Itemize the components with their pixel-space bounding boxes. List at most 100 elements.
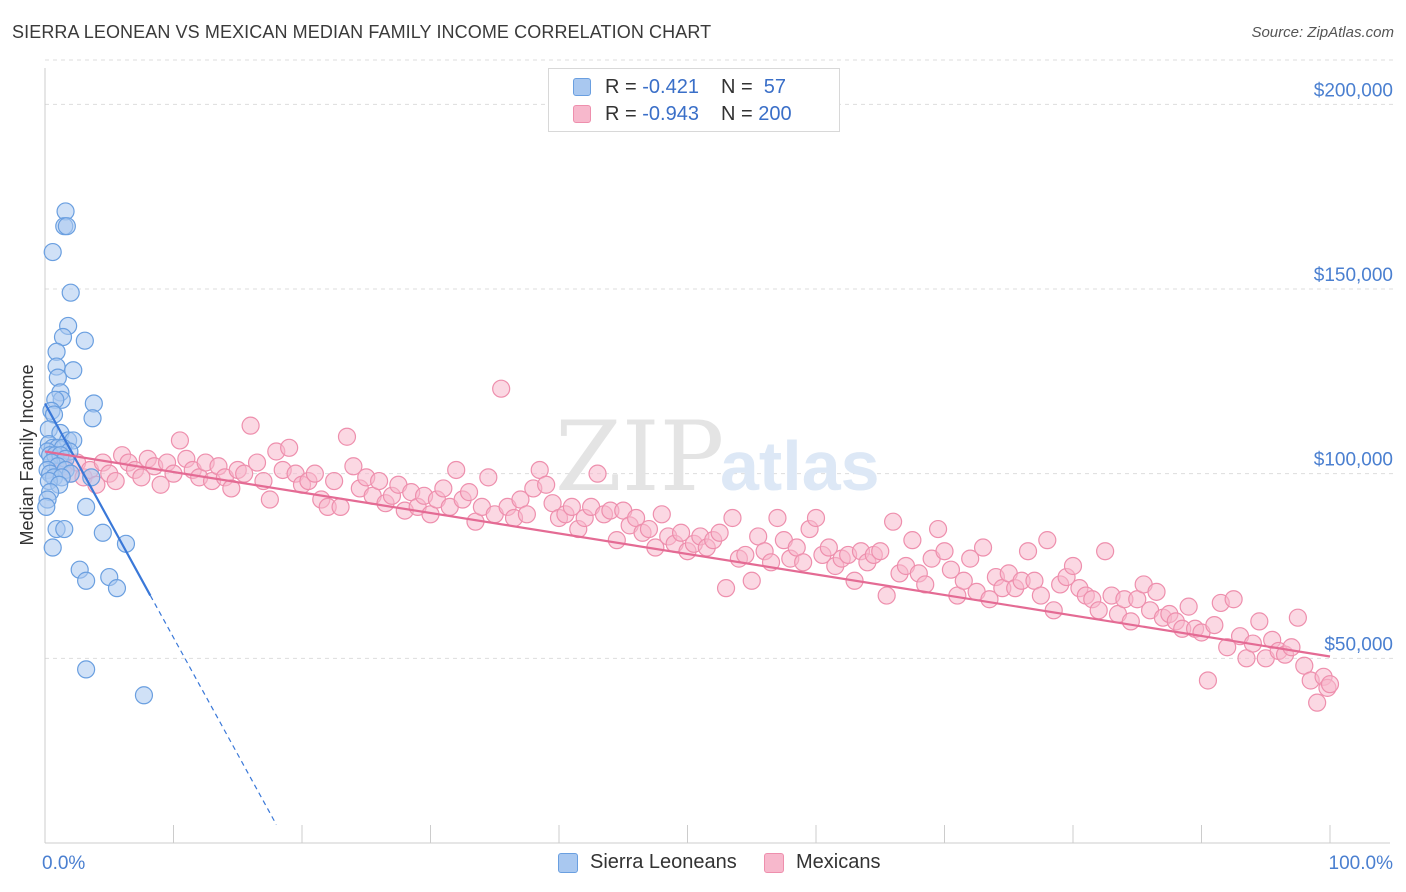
data-point bbox=[973, 538, 993, 557]
data-point bbox=[1250, 612, 1269, 631]
data-point bbox=[134, 686, 154, 705]
data-point bbox=[43, 242, 62, 262]
legend-n-label: N = bbox=[720, 75, 759, 98]
data-point bbox=[1089, 601, 1108, 620]
legend-r-label: R = bbox=[605, 102, 643, 125]
trend-lines bbox=[44, 402, 1331, 825]
data-point bbox=[639, 519, 659, 539]
watermark-zip: ZIP bbox=[555, 401, 724, 513]
legend-swatch-blue bbox=[573, 78, 591, 96]
data-point bbox=[107, 579, 127, 598]
data-point bbox=[723, 508, 742, 528]
legend-swatch-pink bbox=[573, 105, 591, 123]
data-point bbox=[716, 579, 736, 598]
data-point bbox=[331, 497, 350, 517]
axes bbox=[44, 68, 1390, 844]
grid-lines bbox=[45, 59, 1395, 659]
data-point bbox=[877, 586, 896, 605]
data-point bbox=[871, 542, 890, 561]
legend-swatch-pink bbox=[764, 852, 784, 873]
watermark-atlas: atlas bbox=[720, 427, 880, 505]
data-point bbox=[736, 545, 755, 565]
data-point bbox=[61, 283, 80, 302]
data-point bbox=[77, 660, 96, 679]
data-point bbox=[710, 523, 729, 542]
source-label: Source: ZipAtlas.com bbox=[1251, 24, 1394, 41]
data-point bbox=[1198, 671, 1218, 690]
data-point bbox=[1205, 615, 1224, 635]
legend-n-value: 200 bbox=[758, 102, 792, 125]
data-point bbox=[928, 519, 948, 539]
data-point bbox=[241, 416, 260, 435]
data-point bbox=[819, 538, 838, 557]
data-point bbox=[447, 460, 466, 480]
y-tick-label: $100,000 bbox=[1314, 450, 1393, 471]
chart-title: SIERRA LEONEAN VS MEXICAN MEDIAN FAMILY … bbox=[12, 22, 712, 42]
data-point bbox=[652, 505, 671, 524]
data-point bbox=[492, 379, 511, 398]
bottom-legend-mexicans: Mexicans bbox=[764, 851, 880, 874]
data-point bbox=[77, 571, 96, 590]
legend-r-value: -0.943 bbox=[642, 102, 699, 125]
data-point bbox=[57, 217, 76, 236]
data-point bbox=[83, 409, 102, 428]
data-point bbox=[247, 453, 267, 472]
data-point bbox=[479, 468, 498, 487]
y-tick-labels: $50,000 $100,000 $150,000 $200,000 bbox=[1314, 80, 1393, 655]
data-point bbox=[742, 571, 761, 590]
y-axis-label: Median Family Income bbox=[17, 364, 37, 545]
data-point bbox=[768, 508, 787, 528]
data-point bbox=[794, 553, 813, 572]
data-point bbox=[1063, 556, 1083, 576]
x-tick-label: 100.0% bbox=[1329, 853, 1394, 874]
data-point bbox=[1224, 590, 1243, 609]
data-point bbox=[305, 464, 324, 483]
data-point bbox=[806, 508, 826, 528]
data-point bbox=[954, 571, 973, 590]
data-point bbox=[1288, 608, 1307, 627]
watermark: ZIP atlas bbox=[555, 401, 880, 513]
data-point bbox=[325, 471, 344, 491]
data-point bbox=[1031, 586, 1050, 605]
data-point bbox=[1121, 612, 1140, 631]
data-point bbox=[77, 497, 96, 517]
data-point bbox=[903, 531, 922, 550]
legend-n-label: N = bbox=[720, 102, 759, 125]
bottom-legend-sierra-leoneans: Sierra Leoneans bbox=[558, 851, 737, 874]
data-point bbox=[434, 479, 453, 498]
data-point bbox=[1038, 531, 1057, 550]
data-point bbox=[344, 457, 363, 476]
data-point bbox=[961, 549, 980, 568]
legend-r-label: R = bbox=[605, 75, 643, 98]
data-point bbox=[170, 431, 190, 450]
data-point bbox=[671, 523, 691, 542]
data-point bbox=[537, 475, 556, 494]
data-point bbox=[93, 523, 112, 542]
legend-r-value: -0.421 bbox=[642, 75, 699, 98]
data-point bbox=[75, 331, 94, 350]
data-point bbox=[151, 475, 170, 494]
data-point bbox=[1147, 582, 1166, 601]
trend-line-extension bbox=[149, 595, 277, 825]
y-tick-label: $200,000 bbox=[1314, 80, 1393, 101]
correlation-legend: R = -0.421 N = 57 R = -0.943 N = 200 bbox=[548, 68, 840, 132]
data-point bbox=[517, 505, 536, 524]
data-point bbox=[64, 361, 83, 380]
data-point bbox=[1044, 601, 1063, 620]
data-point bbox=[337, 427, 357, 446]
data-point bbox=[1096, 542, 1115, 561]
data-point bbox=[260, 490, 279, 509]
data-point bbox=[1320, 675, 1340, 694]
data-point bbox=[935, 542, 954, 561]
x-tick-labels: 0.0% 100.0% bbox=[42, 853, 1393, 874]
data-point bbox=[607, 531, 626, 550]
data-point bbox=[132, 468, 151, 487]
legend-label: Mexicans bbox=[796, 851, 881, 873]
data-point bbox=[941, 560, 961, 579]
data-point bbox=[459, 483, 479, 502]
data-point bbox=[280, 438, 299, 457]
legend-label: Sierra Leoneans bbox=[590, 851, 737, 873]
trend-line-sierra-leoneans bbox=[44, 402, 152, 597]
data-point bbox=[106, 471, 125, 491]
